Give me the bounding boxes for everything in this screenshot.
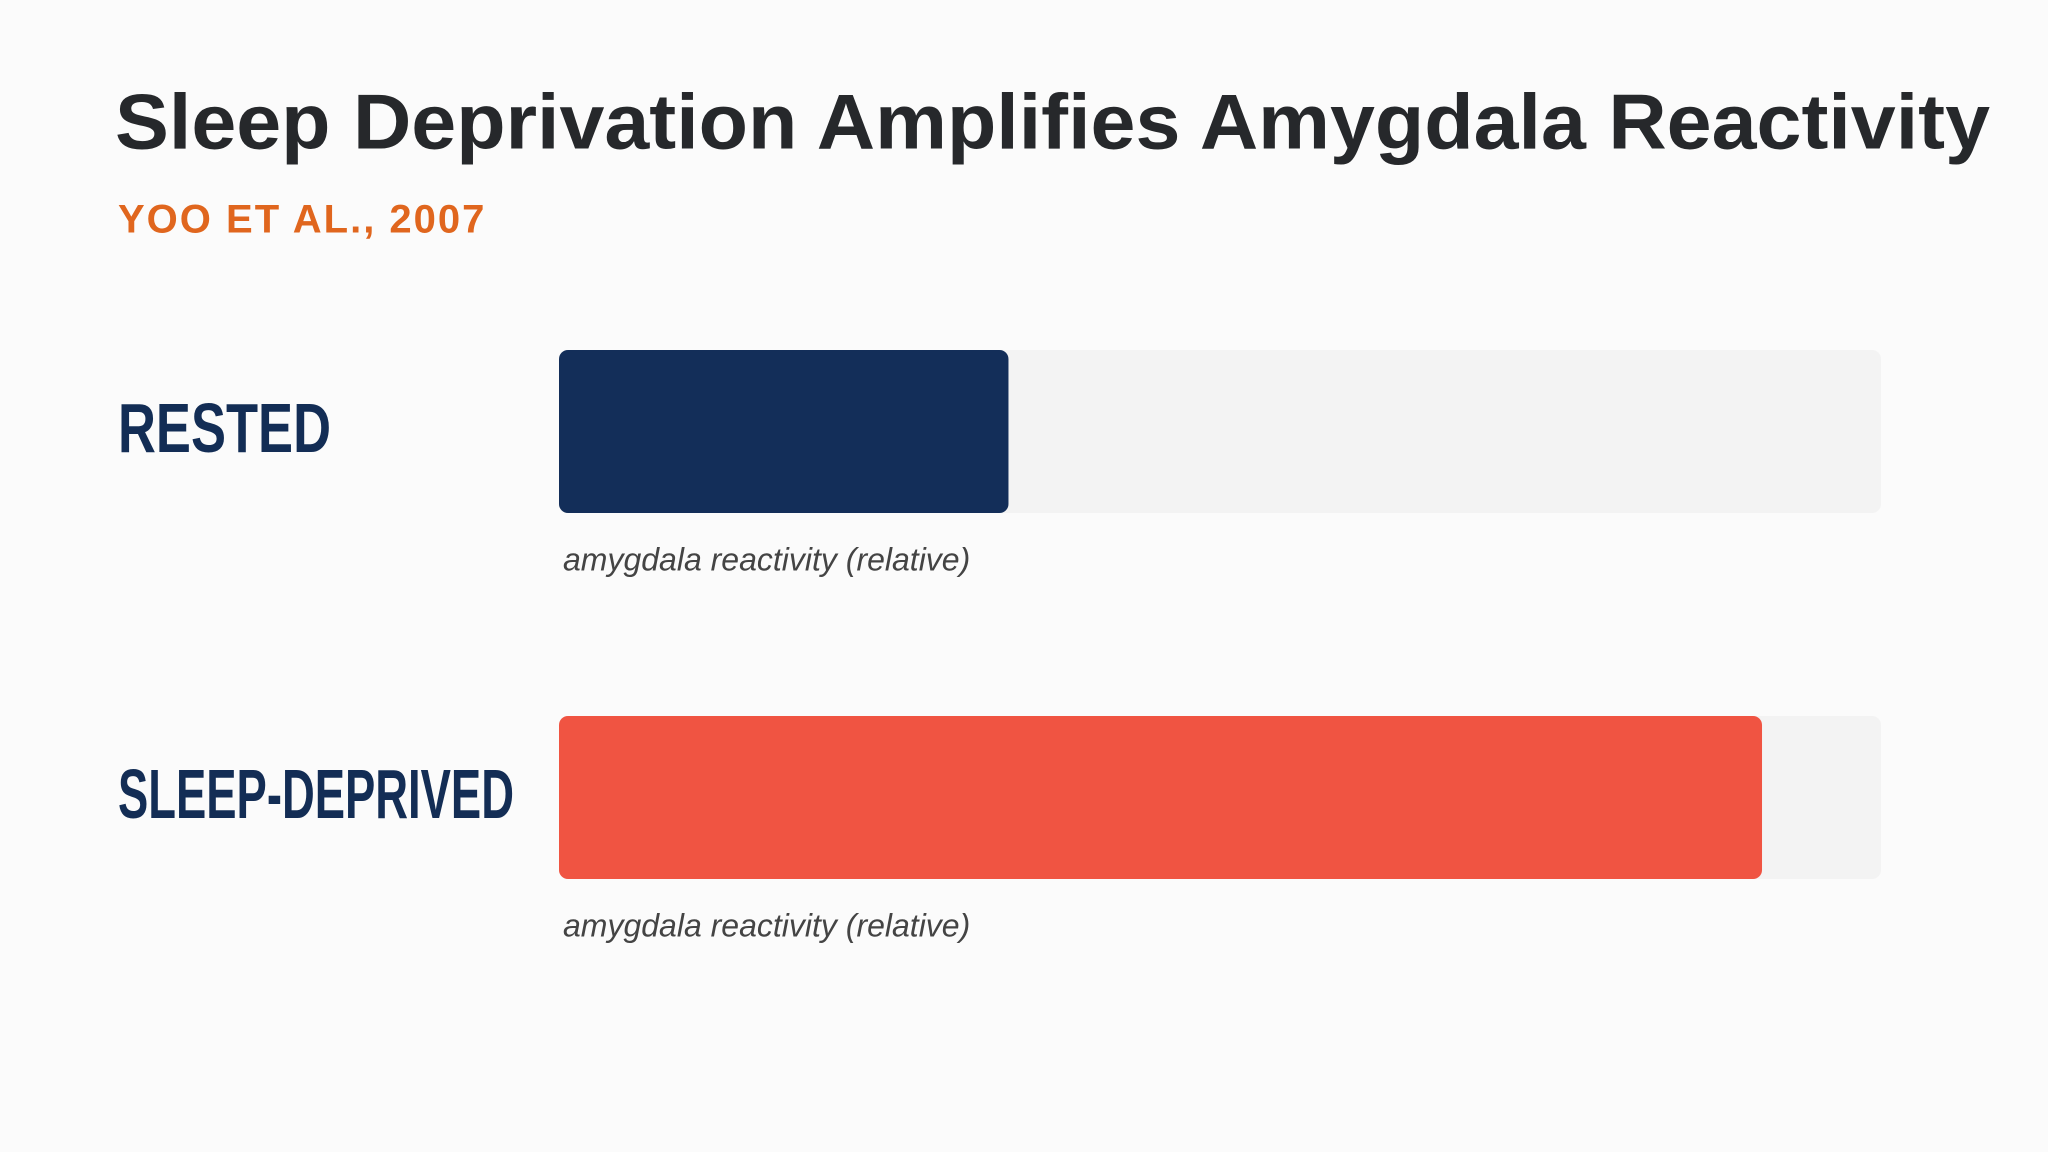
category-label: SLEEP-DEPRIVED [118,755,514,833]
category-label: RESTED [118,389,331,467]
chart-subtitle: YOO ET AL., 2007 [118,198,486,242]
bar [559,716,1763,879]
bar-caption: amygdala reactivity (relative) [563,541,970,577]
bar-caption: amygdala reactivity (relative) [563,907,970,943]
chart-title: Sleep Deprivation Amplifies Amygdala Rea… [115,78,1990,166]
bar [559,350,1009,513]
